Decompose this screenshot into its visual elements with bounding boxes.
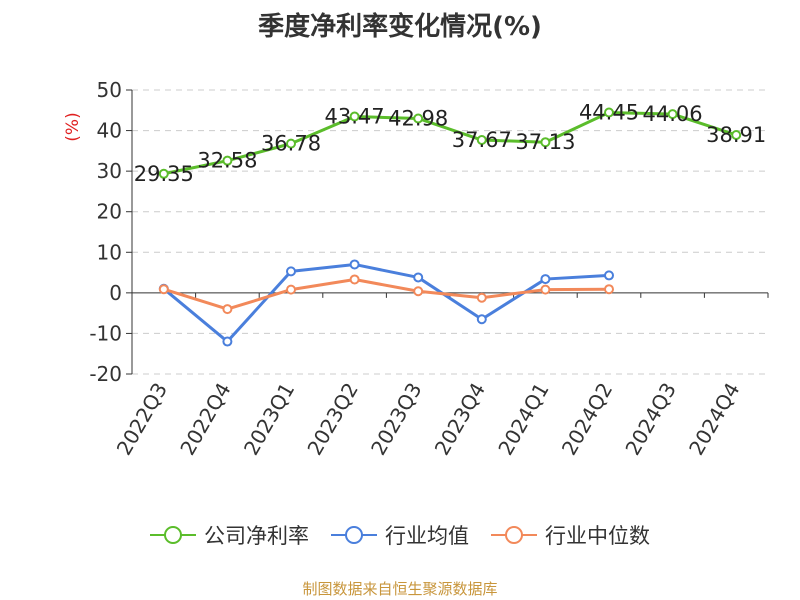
series-line <box>162 262 610 344</box>
x-tick-label: 2023Q2 <box>302 379 362 460</box>
data-point <box>413 286 424 297</box>
data-point <box>286 266 296 277</box>
data-point <box>413 113 424 124</box>
data-point <box>476 292 487 303</box>
y-tick-label: 20 <box>97 200 122 224</box>
data-label: 37.13 <box>515 130 575 154</box>
x-tick-label: 2022Q3 <box>112 379 172 460</box>
data-point <box>540 137 551 148</box>
data-label: 42.98 <box>388 106 448 130</box>
legend-line-icon-company <box>150 526 196 544</box>
x-tick-label: 2023Q3 <box>366 379 426 460</box>
data-point <box>413 272 424 283</box>
data-label: 29.35 <box>134 162 194 186</box>
x-tick-label: 2024Q4 <box>684 379 744 460</box>
source-note: 制图数据来自恒生聚源数据库 <box>302 580 498 598</box>
y-tick-label: 30 <box>97 159 122 183</box>
data-point <box>604 284 614 295</box>
data-label: 32.58 <box>197 149 257 173</box>
data-point <box>349 259 360 270</box>
data-point <box>222 155 233 166</box>
x-tick-label: 2023Q4 <box>430 379 490 460</box>
data-label: 38.91 <box>706 123 766 147</box>
data-label: 44.06 <box>643 102 703 126</box>
chart-title: 季度净利率变化情况(%) <box>258 12 542 42</box>
legend: 公司净利率 行业均值 行业中位数 <box>0 520 800 550</box>
y-axis-label: (%) <box>63 112 83 141</box>
x-tick-label: 2023Q1 <box>239 379 299 460</box>
data-point <box>158 168 169 179</box>
data-point <box>476 314 487 325</box>
data-point <box>731 129 742 140</box>
y-tick-label: 10 <box>97 240 122 264</box>
data-point <box>667 109 678 120</box>
data-point <box>604 107 614 118</box>
data-label: 36.78 <box>261 132 321 156</box>
data-point <box>158 284 169 295</box>
series-line <box>163 277 610 311</box>
data-point <box>540 274 551 285</box>
x-tick-label: 2024Q3 <box>620 379 680 460</box>
data-point <box>476 135 487 146</box>
data-label: 37.67 <box>452 128 512 152</box>
legend-item-company[interactable]: 公司净利率 <box>150 520 309 550</box>
data-point <box>604 270 614 281</box>
legend-label-industry-avg: 行业均值 <box>385 524 469 548</box>
legend-item-industry-avg[interactable]: 行业均值 <box>331 520 469 550</box>
y-tick-label: -20 <box>89 362 122 386</box>
data-point <box>540 284 551 295</box>
x-tick-label: 2022Q4 <box>175 379 235 460</box>
legend-label-company: 公司净利率 <box>204 524 309 548</box>
y-tick-label: 40 <box>97 119 122 143</box>
data-point <box>286 138 296 149</box>
y-tick-label: 0 <box>109 281 122 305</box>
x-tick-label: 2024Q2 <box>557 379 617 460</box>
data-point <box>349 274 360 285</box>
legend-item-industry-median[interactable]: 行业中位数 <box>491 520 650 550</box>
data-point <box>349 111 360 122</box>
data-point <box>286 284 296 295</box>
y-tick-label: 50 <box>97 78 122 102</box>
legend-line-icon-industry-median <box>491 526 537 544</box>
data-label: 44.45 <box>579 101 639 125</box>
series-line <box>163 111 737 176</box>
y-tick-label: -10 <box>89 321 122 345</box>
legend-line-icon-industry-avg <box>331 526 377 544</box>
data-point <box>222 336 233 347</box>
data-label: 43.47 <box>325 104 385 128</box>
legend-label-industry-median: 行业中位数 <box>545 524 650 548</box>
x-tick-label: 2024Q1 <box>493 379 553 460</box>
data-point <box>222 304 233 315</box>
